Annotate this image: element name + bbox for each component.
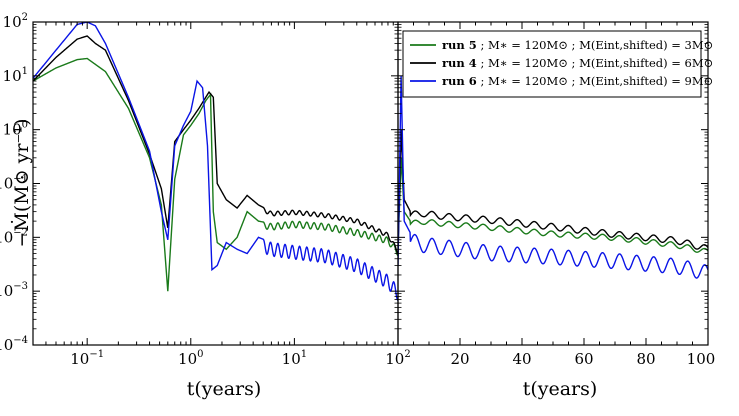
legend-entry-run5: run 5 ; M∗ = 120M⊙ ; M(Eint,shifted) = 3… <box>410 38 713 52</box>
left-x-tick-label: 102 <box>385 349 410 368</box>
left-series-run4 <box>33 35 398 254</box>
legend-run6-name: run 6 <box>442 74 477 88</box>
legend-box <box>402 30 702 98</box>
right-plot-series <box>398 75 708 279</box>
right-x-tick-label: 60 <box>574 350 593 368</box>
tick-labels: 10−4 10−3 10−2 10−1 100 101 102 10−1 100 101 102 20… <box>0 12 715 368</box>
y-tick-label: 10−3 <box>0 281 28 300</box>
right-series-run4 <box>398 129 708 250</box>
legend-run4-text: ; M∗ = 120M⊙ ; M(Eint,shifted) = 6M⊙ <box>477 56 713 70</box>
legend-run5-text: ; M∗ = 120M⊙ ; M(Eint,shifted) = 3M⊙ <box>477 38 713 52</box>
y-tick-label: 101 <box>3 66 28 85</box>
right-series-run5 <box>398 157 708 253</box>
y-axis-label: −Ṁ(M⊙ yr⁻¹) <box>10 118 33 247</box>
legend-run6-text: ; M∗ = 120M⊙ ; M(Eint,shifted) = 9M⊙ <box>477 74 713 88</box>
left-x-tick-label: 100 <box>178 349 203 368</box>
right-x-tick-label: 100 <box>687 350 716 368</box>
left-plot-frame <box>32 21 399 346</box>
left-x-tick-label: 101 <box>282 349 307 368</box>
legend-entry-run6: run 6 ; M∗ = 120M⊙ ; M(Eint,shifted) = 9… <box>410 74 713 88</box>
right-x-tick-label: 80 <box>636 350 655 368</box>
left-x-tick-label: 10−1 <box>70 349 104 368</box>
right-x-tick-label: 40 <box>512 350 531 368</box>
y-tick-label: 100 <box>3 120 28 139</box>
right-x-tick-label: 20 <box>450 350 469 368</box>
left-series-run6 <box>33 22 398 301</box>
svg-text:run 4 ; M∗ = 120M⊙ ; M(Eint,sh: run 4 ; M∗ = 120M⊙ ; M(Eint,shifted) = 6… <box>442 56 713 70</box>
svg-text:run 6 ; M∗ = 120M⊙ ; M(Eint,sh: run 6 ; M∗ = 120M⊙ ; M(Eint,shifted) = 9… <box>442 74 713 88</box>
y-tick-label: 10−1 <box>0 174 28 193</box>
right-plot-frame <box>397 21 709 346</box>
legend-run4-name: run 4 <box>442 56 477 70</box>
legend: run 5 ; M∗ = 120M⊙ ; M(Eint,shifted) = 3… <box>402 30 713 98</box>
left-plot-series <box>33 22 398 301</box>
right-series-run6 <box>398 75 708 279</box>
legend-run5-name: run 5 <box>442 38 477 52</box>
svg-text:run 5 ; M∗ = 120M⊙ ; M(Eint,sh: run 5 ; M∗ = 120M⊙ ; M(Eint,shifted) = 3… <box>442 38 713 52</box>
y-tick-label: 10−4 <box>0 335 28 354</box>
left-x-axis-label: t(years) <box>187 378 262 400</box>
left-series-run5 <box>33 57 398 292</box>
y-tick-label: 10−2 <box>0 227 28 246</box>
y-tick-label: 102 <box>3 12 28 31</box>
legend-entry-run4: run 4 ; M∗ = 120M⊙ ; M(Eint,shifted) = 6… <box>410 56 713 70</box>
right-x-axis-label: t(years) <box>523 378 598 400</box>
